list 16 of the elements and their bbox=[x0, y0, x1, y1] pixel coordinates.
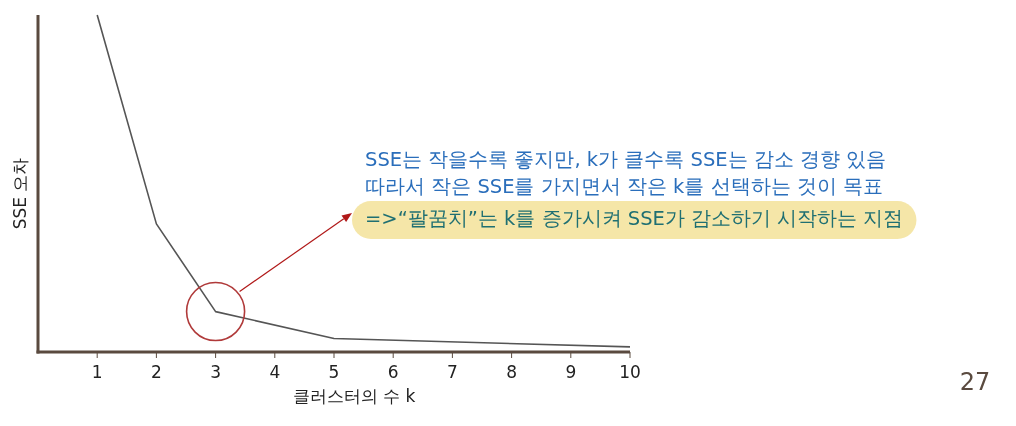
x-tick-label: 6 bbox=[387, 362, 399, 382]
x-tick-label: 5 bbox=[328, 362, 340, 382]
x-axis-title: 클러스터의 수 k bbox=[292, 386, 416, 406]
x-tick-label: 1 bbox=[91, 362, 103, 382]
x-tick-label: 4 bbox=[269, 362, 281, 382]
annotation: SSE는 작을수록 좋지만, k가 클수록 SSE는 감소 경향 있음 bbox=[365, 148, 887, 171]
x-tick-label: 8 bbox=[506, 362, 518, 382]
x-tick-label: 10 bbox=[619, 362, 641, 382]
x-tick-label: 9 bbox=[565, 362, 577, 382]
annotation: =>“팔꿈치”는 k를 증가시켜 SSE가 감소하기 시작하는 지점 bbox=[365, 207, 904, 230]
x-tick-label: 7 bbox=[446, 362, 458, 382]
y-axis-title: SSE 오차 bbox=[10, 157, 30, 230]
annotation: 따라서 작은 SSE를 가지면서 작은 k를 선택하는 것이 목표 bbox=[365, 175, 883, 198]
x-tick-label: 2 bbox=[150, 362, 162, 382]
text: 27 bbox=[959, 368, 991, 396]
x-tick-label: 3 bbox=[210, 362, 222, 382]
